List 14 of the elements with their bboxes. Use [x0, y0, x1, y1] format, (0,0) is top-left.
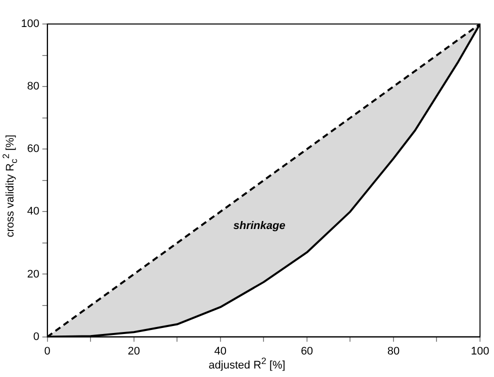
y-tick-label: 0	[33, 330, 40, 343]
y-tick-label: 40	[27, 206, 40, 218]
y-tick-label: 80	[27, 80, 40, 93]
x-tick-label: 20	[128, 345, 140, 358]
x-tick-label: 60	[300, 345, 314, 358]
x-axis-title: adjusted R$^{2}$ [%]	[208, 356, 286, 372]
x-tick-label: 100	[470, 345, 490, 358]
y-tick-label: 20	[27, 268, 40, 280]
annotation: shrinkage	[233, 220, 286, 232]
x-tick-label: 40	[214, 345, 227, 358]
y-tick-label: 60	[27, 143, 40, 156]
x-tick-label: 0	[44, 345, 50, 358]
y-tick-label: 100	[20, 18, 40, 30]
x-tick-label: 80	[387, 345, 400, 358]
